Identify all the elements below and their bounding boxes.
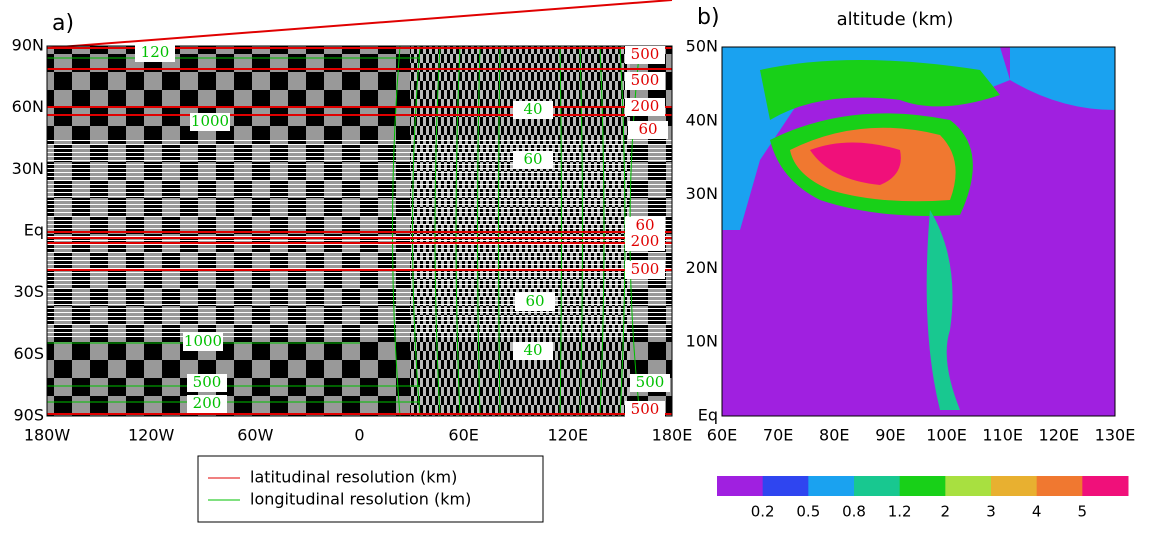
- y-tick-label: 90S: [13, 406, 44, 425]
- panel-b: b) altitude (km): [697, 5, 1116, 417]
- contour-label-box: [625, 98, 665, 116]
- frame-b: [721, 46, 1116, 417]
- y-tick-label: 20N: [686, 258, 718, 277]
- green-contours: [47, 45, 641, 417]
- colorbar-label: 5: [1078, 503, 1088, 521]
- contour-label-box: [625, 72, 665, 90]
- colorbar-label: 1.2: [888, 503, 912, 521]
- contour-label: 60: [525, 292, 544, 310]
- contour-label-box: [183, 333, 223, 351]
- map-title: altitude (km): [837, 9, 954, 30]
- x-tick-label: 90E: [875, 426, 905, 445]
- terrain: [760, 60, 1000, 120]
- contour-label-box: [625, 401, 665, 419]
- y-tick-label: 60S: [13, 344, 44, 363]
- contour-label-box: [515, 293, 555, 311]
- colorbar-label: 0.5: [796, 503, 820, 521]
- contour-label-box: [187, 374, 227, 392]
- contour-label-box: [625, 261, 665, 279]
- x-tick-label: 70E: [763, 426, 793, 445]
- colorbar-label: 4: [1032, 503, 1042, 521]
- colorbar-label: 0.8: [842, 503, 866, 521]
- contour-label-box: [135, 44, 175, 62]
- y-tick-label: Eq: [698, 406, 718, 425]
- colorbar-cell: [1082, 476, 1129, 496]
- stripes: [47, 140, 672, 340]
- contour-label: 60: [638, 120, 657, 138]
- y-tick-label: 30S: [13, 282, 44, 301]
- terrain: [926, 210, 960, 410]
- colorbar-cell: [717, 476, 764, 496]
- y-tick-label: Eq: [24, 221, 44, 240]
- x-tick-label: 60E: [707, 426, 737, 445]
- contour-label-box: [628, 121, 668, 139]
- x-tick-label: 60W: [237, 426, 273, 445]
- colorbar-cell: [808, 476, 855, 496]
- y-tick-label: 30N: [686, 184, 718, 203]
- x-tick-label: 0: [354, 426, 364, 445]
- y-tick-label: 10N: [686, 332, 718, 351]
- contour-label: 40: [523, 341, 542, 359]
- contour-label-box: [513, 151, 553, 169]
- y-tick-label: 90N: [12, 36, 44, 55]
- legend-label: latitudinal resolution (km): [250, 468, 457, 487]
- contour-label: 500: [631, 45, 660, 63]
- panel-a: a): [46, 0, 673, 523]
- contour-label: 200: [631, 232, 660, 250]
- colorbar-label: 3: [986, 503, 996, 521]
- contour-label: 60: [635, 216, 654, 234]
- x-tick-label: 80E: [819, 426, 849, 445]
- colorbar-cell: [945, 476, 992, 496]
- contour-label: 1000: [191, 112, 229, 130]
- y-tick-label: 30N: [12, 159, 44, 178]
- contour-label-box: [190, 113, 230, 131]
- terrain: [1010, 47, 1115, 110]
- contour-label: 200: [193, 394, 222, 412]
- y-tick-label: 50N: [686, 37, 718, 56]
- colorbar-cell: [899, 476, 946, 496]
- contour-label: 200: [631, 97, 660, 115]
- contour-label-box: [513, 101, 553, 119]
- contour-label: 500: [631, 71, 660, 89]
- contour-label: 500: [193, 373, 222, 391]
- red-contours: [46, 0, 673, 415]
- contour-label: 1000: [184, 332, 222, 350]
- x-tick-label: 120W: [128, 426, 175, 445]
- colorbar-cell: [762, 476, 809, 496]
- x-tick-label: 130E: [1095, 426, 1136, 445]
- contour-label: 500: [631, 260, 660, 278]
- contour-label-box: [625, 217, 665, 235]
- x-tick-label: 100E: [926, 426, 967, 445]
- colorbar-label: 0.2: [751, 503, 775, 521]
- contour-label: 40: [523, 100, 542, 118]
- contour-label-box: [513, 342, 553, 360]
- contour-label-box: [630, 374, 670, 392]
- contour-label: 60: [523, 150, 542, 168]
- colorbar-cell: [1036, 476, 1083, 496]
- panel-label: b): [697, 5, 720, 30]
- colorbar-cell: [854, 476, 901, 496]
- x-tick-label: 120E: [1039, 426, 1080, 445]
- x-tick-label: 180E: [652, 426, 693, 445]
- x-tick-label: 180W: [24, 426, 71, 445]
- contour-label-box: [187, 395, 227, 413]
- legend-label: longitudinal resolution (km): [250, 490, 471, 509]
- colorbar-label: 2: [941, 503, 951, 521]
- legend: [197, 455, 544, 523]
- contour-label-box: [625, 46, 665, 64]
- y-tick-label: 60N: [12, 97, 44, 116]
- frame-a: [46, 45, 673, 417]
- terrain: [810, 142, 901, 185]
- x-tick-label: 110E: [982, 426, 1023, 445]
- contour-label: 500: [636, 373, 665, 391]
- x-tick-label: 60E: [448, 426, 478, 445]
- panel-label: a): [52, 11, 74, 36]
- contour-label-box: [625, 233, 665, 251]
- colorbar-cell: [991, 476, 1038, 496]
- contour-label: 500: [631, 400, 660, 418]
- x-tick-label: 120E: [548, 426, 589, 445]
- y-tick-label: 40N: [686, 110, 718, 129]
- contour-label: 120: [141, 43, 170, 61]
